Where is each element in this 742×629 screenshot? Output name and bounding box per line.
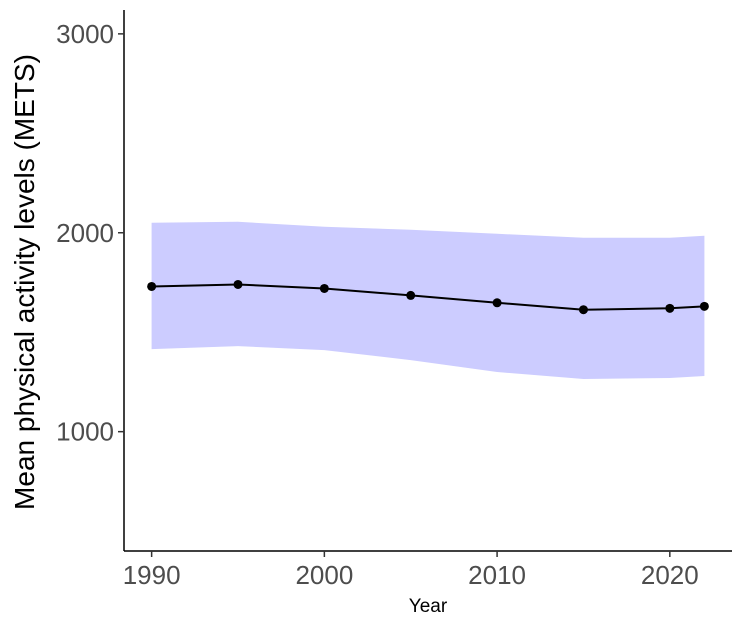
data-point-1990 (147, 281, 157, 291)
series-line (151, 283, 705, 311)
x-tick-label-2000: 2000 (295, 560, 353, 590)
data-point-2010 (492, 298, 502, 308)
x-tick-label-1990: 1990 (123, 560, 181, 590)
data-point-2020 (665, 303, 675, 313)
confidence-band-layer (151, 221, 705, 379)
data-point-1995 (233, 279, 243, 289)
y-tick-label-2000: 2000 (56, 218, 114, 248)
axes-layer (123, 10, 732, 552)
data-points-layer (147, 279, 709, 315)
x-tick-label-2020: 2020 (641, 560, 699, 590)
ticks-layer: 1000 2000 3000 1990 2000 2010 2020 (56, 19, 699, 590)
data-point-2000 (319, 283, 329, 293)
data-point-2022 (699, 301, 709, 311)
y-tick-label-1000: 1000 (56, 417, 114, 447)
data-point-2015 (578, 305, 588, 315)
y-axis-title: Mean physical activity levels (METS) (9, 54, 40, 510)
confidence-band (151, 221, 705, 379)
y-tick-label-3000: 3000 (56, 19, 114, 49)
x-tick-label-2010: 2010 (468, 560, 526, 590)
series-line-layer (151, 283, 705, 311)
x-axis-title: Year (409, 596, 448, 617)
data-point-2005 (406, 290, 416, 300)
